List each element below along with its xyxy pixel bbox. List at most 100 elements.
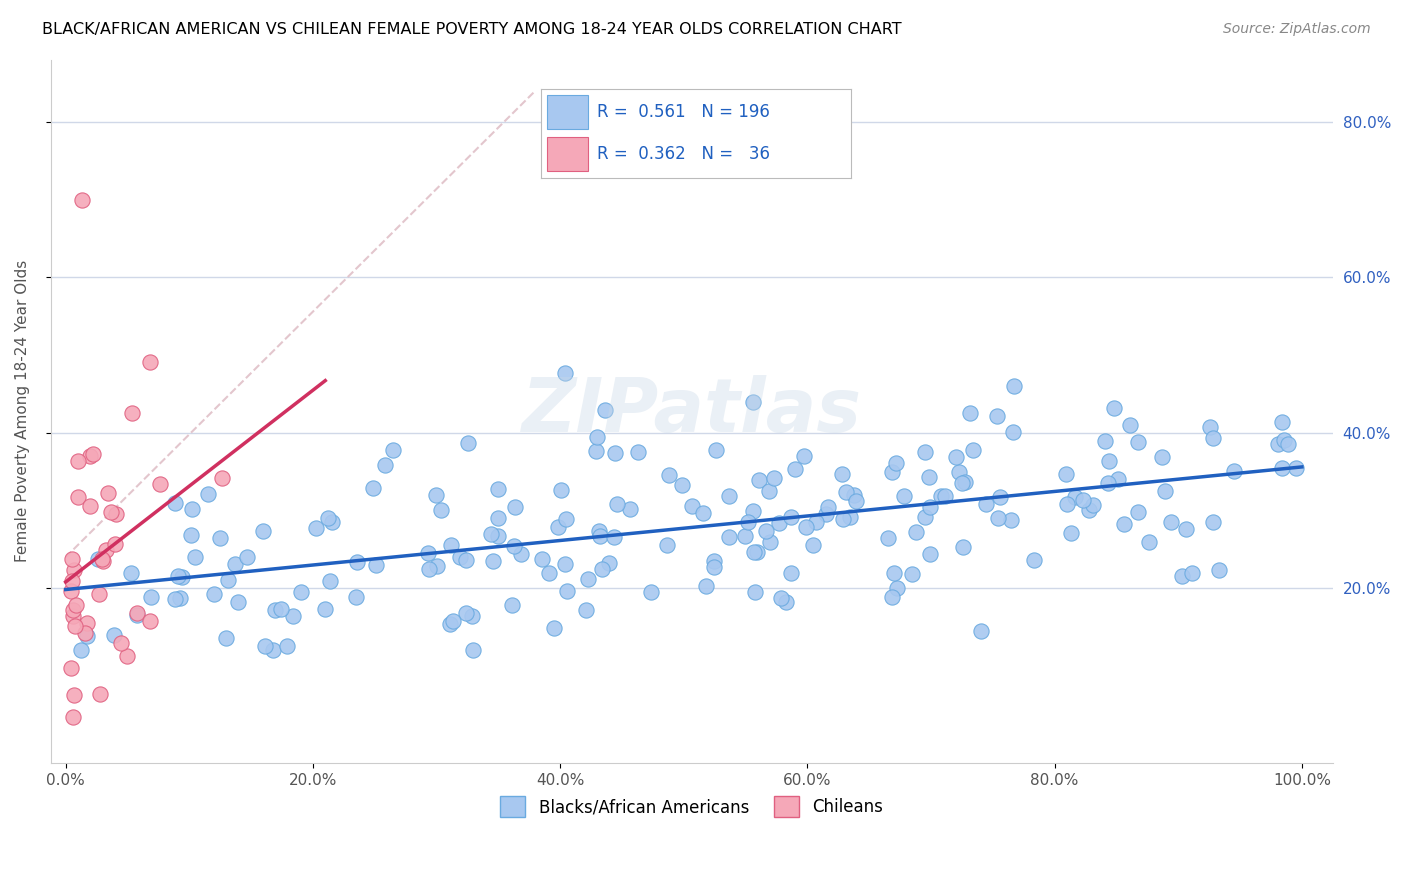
Point (886, 581, 908, 595)
Point (214, 631, 236, 645)
Point (640, 585, 662, 599)
Point (543, 621, 565, 635)
Point (595, 402, 617, 417)
Point (576, 572, 599, 586)
Point (1078, 503, 1101, 517)
Point (934, 489, 956, 503)
Point (418, 546, 440, 560)
Point (184, 549, 207, 564)
Point (63, 563, 86, 577)
Point (276, 639, 298, 653)
Point (1202, 431, 1225, 445)
Point (530, 552, 553, 566)
Point (555, 512, 578, 526)
Point (758, 483, 780, 498)
Point (79, 499, 101, 513)
Point (1180, 566, 1202, 581)
Point (1001, 425, 1024, 439)
Point (537, 566, 560, 580)
Point (430, 503, 453, 517)
Point (97, 485, 120, 500)
Point (1160, 515, 1182, 529)
Point (79, 449, 101, 463)
Point (148, 477, 170, 491)
Point (834, 484, 856, 499)
Point (264, 603, 287, 617)
Point (1073, 493, 1095, 508)
Point (1054, 467, 1077, 481)
Point (1102, 401, 1125, 416)
FancyBboxPatch shape (547, 137, 588, 171)
Point (970, 624, 993, 639)
Point (197, 487, 219, 501)
Point (63, 688, 86, 702)
Point (481, 554, 503, 568)
Point (575, 603, 598, 617)
Point (880, 590, 903, 604)
Point (681, 499, 703, 513)
Point (905, 524, 928, 539)
Point (202, 587, 225, 601)
Point (1277, 437, 1299, 451)
Point (139, 355, 162, 369)
Point (454, 606, 477, 620)
Point (1128, 505, 1150, 519)
Point (1285, 460, 1308, 475)
Point (952, 540, 974, 554)
Point (60, 551, 83, 566)
Point (70, 193, 93, 207)
Point (737, 516, 759, 530)
Point (1271, 415, 1294, 429)
Point (100, 505, 122, 519)
Point (91, 554, 114, 568)
Point (918, 470, 941, 484)
Point (831, 512, 853, 526)
Point (845, 494, 868, 508)
Point (763, 471, 786, 485)
Point (974, 498, 997, 512)
Point (70, 643, 93, 657)
Point (768, 516, 790, 531)
Point (305, 521, 328, 535)
Point (486, 511, 509, 525)
Point (606, 498, 628, 512)
Point (318, 511, 340, 525)
Point (270, 601, 292, 615)
Point (945, 450, 967, 464)
Point (1126, 434, 1149, 449)
Point (502, 540, 524, 554)
Point (1098, 453, 1121, 467)
Point (110, 636, 132, 650)
Point (748, 473, 770, 487)
Point (780, 509, 803, 524)
Point (959, 406, 981, 420)
Text: R =  0.561   N = 196: R = 0.561 N = 196 (598, 103, 770, 121)
Point (60, 661, 83, 675)
Point (547, 520, 569, 534)
Point (104, 537, 127, 551)
Point (794, 520, 817, 534)
Point (82, 447, 104, 461)
Point (1119, 417, 1142, 432)
Point (163, 592, 186, 607)
Point (1153, 484, 1175, 499)
Point (66, 454, 89, 468)
Point (703, 554, 725, 568)
Point (505, 500, 527, 515)
Point (1056, 497, 1078, 511)
Point (920, 500, 942, 515)
Point (962, 443, 984, 458)
Point (76, 629, 98, 643)
Point (1171, 569, 1194, 583)
Point (217, 573, 239, 587)
Point (555, 584, 578, 599)
Point (457, 435, 479, 450)
Y-axis label: Female Poverty Among 18-24 Year Olds: Female Poverty Among 18-24 Year Olds (15, 260, 30, 563)
Point (1267, 437, 1289, 451)
Point (704, 443, 727, 458)
Point (62, 574, 84, 588)
Point (139, 614, 162, 628)
Point (281, 609, 304, 624)
Point (73, 626, 96, 640)
Point (817, 500, 839, 514)
